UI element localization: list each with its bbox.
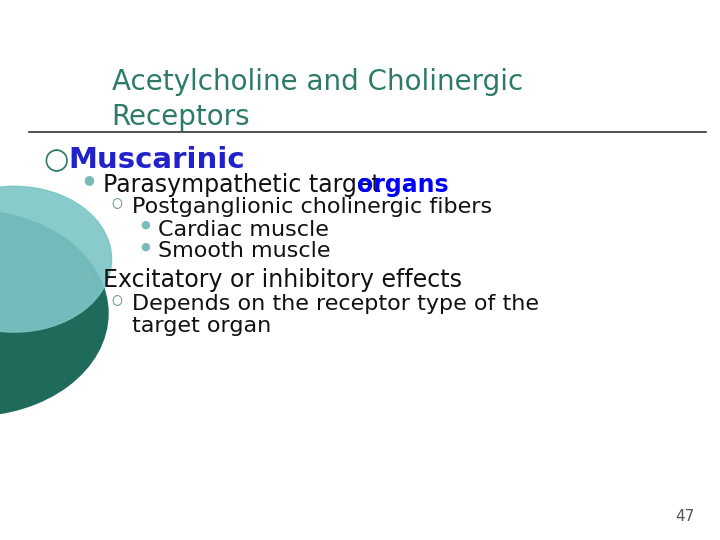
Text: Cardiac muscle: Cardiac muscle: [158, 220, 329, 240]
Text: Smooth muscle: Smooth muscle: [158, 241, 331, 261]
Text: Parasympathetic target: Parasympathetic target: [103, 173, 388, 197]
Text: ●: ●: [140, 241, 150, 252]
Text: organs: organs: [357, 173, 449, 197]
Text: ○: ○: [43, 146, 68, 174]
Text: target organ: target organ: [132, 316, 271, 336]
Text: Depends on the receptor type of the: Depends on the receptor type of the: [132, 294, 539, 314]
Text: 47: 47: [675, 509, 695, 524]
Text: ●: ●: [83, 268, 94, 281]
Text: ○: ○: [112, 197, 122, 210]
Text: Muscarinic: Muscarinic: [68, 146, 245, 174]
Text: Receptors: Receptors: [112, 103, 251, 131]
Text: ○: ○: [112, 294, 122, 307]
Text: Postganglionic cholinergic fibers: Postganglionic cholinergic fibers: [132, 197, 492, 217]
Text: Excitatory or inhibitory effects: Excitatory or inhibitory effects: [103, 268, 462, 292]
Text: ●: ●: [83, 173, 94, 186]
Text: ●: ●: [140, 220, 150, 230]
Text: Acetylcholine and Cholinergic: Acetylcholine and Cholinergic: [112, 68, 523, 96]
